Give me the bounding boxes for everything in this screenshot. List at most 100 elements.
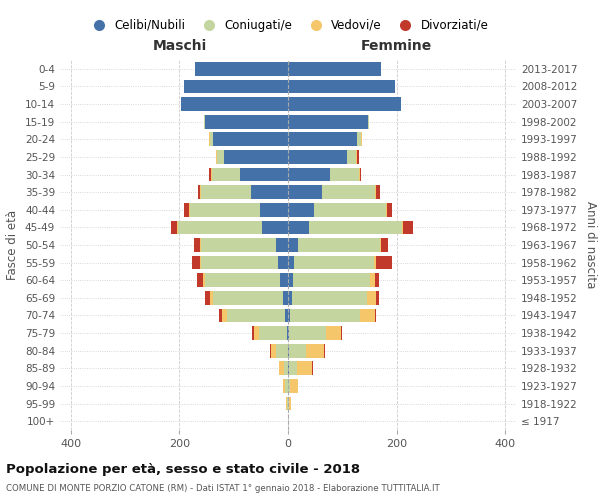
Bar	[308, 220, 402, 234]
Bar	[312, 362, 313, 375]
Bar	[200, 256, 201, 270]
Bar	[288, 220, 308, 234]
Bar	[288, 291, 292, 304]
Bar	[288, 396, 289, 410]
Bar	[177, 220, 178, 234]
Bar	[386, 203, 387, 216]
Bar	[288, 308, 290, 322]
Bar	[288, 168, 331, 181]
Bar	[189, 203, 190, 216]
Bar	[288, 203, 314, 216]
Bar	[347, 150, 356, 164]
Bar	[211, 291, 213, 304]
Bar	[359, 168, 361, 181]
Bar	[212, 168, 240, 181]
Bar	[209, 168, 211, 181]
Bar	[288, 362, 289, 375]
Bar	[288, 238, 298, 252]
Bar	[298, 238, 380, 252]
Bar	[201, 186, 251, 199]
Text: COMUNE DI MONTE PORZIO CATONE (RM) - Dati ISTAT 1° gennaio 2018 - Elaborazione T: COMUNE DI MONTE PORZIO CATONE (RM) - Dat…	[6, 484, 440, 493]
Bar	[376, 291, 379, 304]
Bar	[307, 344, 325, 358]
Bar	[205, 274, 280, 287]
Legend: Celibi/Nubili, Coniugati/e, Vedovi/e, Divorziati/e: Celibi/Nubili, Coniugati/e, Vedovi/e, Di…	[83, 14, 493, 36]
Bar	[276, 238, 288, 252]
Bar	[184, 203, 189, 216]
Bar	[288, 132, 358, 146]
Text: Popolazione per età, sesso e stato civile - 2018: Popolazione per età, sesso e stato civil…	[6, 462, 360, 475]
Bar	[296, 362, 312, 375]
Bar	[370, 274, 375, 287]
Bar	[284, 362, 288, 375]
Bar	[358, 132, 361, 146]
Bar	[361, 132, 362, 146]
Bar	[376, 256, 392, 270]
Bar	[288, 115, 368, 128]
Bar	[209, 132, 210, 146]
Bar	[382, 238, 388, 252]
Bar	[368, 115, 370, 128]
Bar	[200, 238, 201, 252]
Bar	[288, 62, 382, 76]
Bar	[288, 344, 289, 358]
Bar	[280, 362, 284, 375]
Bar	[171, 220, 177, 234]
Bar	[375, 274, 379, 287]
Bar	[289, 326, 326, 340]
Bar	[194, 62, 288, 76]
Bar	[403, 220, 413, 234]
Bar	[271, 344, 276, 358]
Bar	[205, 115, 288, 128]
Bar	[193, 256, 200, 270]
Bar	[356, 150, 358, 164]
Bar	[314, 203, 386, 216]
Bar	[292, 291, 367, 304]
Bar	[280, 274, 288, 287]
Bar	[290, 379, 298, 393]
Bar	[294, 256, 374, 270]
Bar	[283, 379, 285, 393]
Bar	[375, 186, 376, 199]
Bar	[288, 186, 322, 199]
Bar	[194, 238, 200, 252]
Bar	[288, 326, 289, 340]
Bar	[341, 326, 342, 340]
Bar	[178, 220, 262, 234]
Bar	[358, 150, 359, 164]
Text: Femmine: Femmine	[361, 38, 432, 52]
Bar	[211, 168, 212, 181]
Bar	[213, 132, 288, 146]
Bar	[285, 308, 288, 322]
Bar	[223, 308, 227, 322]
Bar	[190, 203, 260, 216]
Bar	[252, 326, 254, 340]
Bar	[259, 326, 287, 340]
Bar	[367, 291, 376, 304]
Bar	[293, 274, 370, 287]
Bar	[198, 186, 200, 199]
Bar	[260, 203, 288, 216]
Bar	[181, 97, 288, 111]
Bar	[254, 326, 259, 340]
Bar	[210, 132, 213, 146]
Bar	[288, 274, 293, 287]
Bar	[217, 150, 224, 164]
Bar	[387, 203, 392, 216]
Bar	[201, 256, 278, 270]
Bar	[288, 379, 290, 393]
Bar	[197, 274, 203, 287]
Bar	[322, 186, 375, 199]
Bar	[283, 291, 288, 304]
Bar	[290, 308, 359, 322]
Bar	[200, 186, 201, 199]
Bar	[262, 220, 288, 234]
Bar	[286, 396, 287, 410]
Bar	[276, 344, 288, 358]
Bar	[269, 344, 271, 358]
Bar	[278, 256, 288, 270]
Bar	[288, 97, 401, 111]
Bar	[287, 396, 288, 410]
Bar	[203, 274, 205, 287]
Bar	[218, 308, 223, 322]
